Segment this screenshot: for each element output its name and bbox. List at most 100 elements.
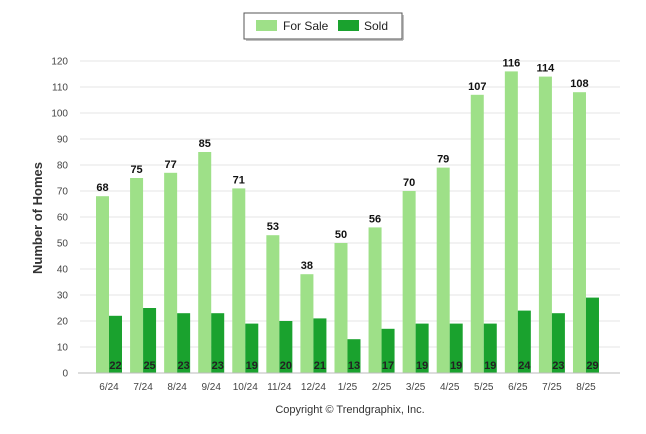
x-tick-label: 6/25 (508, 382, 528, 393)
bar-sold (517, 310, 531, 373)
data-label-for-sale: 68 (96, 182, 108, 194)
bar-for-sale (402, 191, 416, 373)
bar-sold (245, 323, 259, 373)
bar-sold (551, 313, 565, 373)
bar-for-sale (538, 76, 552, 373)
x-tick-label: 3/25 (406, 382, 426, 393)
bar-for-sale (164, 172, 178, 373)
data-label-sold: 24 (518, 360, 531, 372)
x-tick-label: 11/24 (267, 382, 292, 393)
data-label-for-sale: 108 (570, 78, 588, 90)
bar-sold (585, 297, 599, 373)
data-label-sold: 17 (382, 360, 394, 372)
x-axis-ticks: 6/24 7/24 8/24 9/24 10/24 11/24 12/24 1/25 2/25 3… (99, 382, 596, 393)
bar-sold (483, 323, 497, 373)
y-tick-label: 110 (52, 83, 68, 94)
data-label-sold: 19 (450, 360, 462, 372)
legend-swatch-sold (338, 20, 359, 31)
x-tick-label: 4/25 (440, 382, 460, 393)
bars (96, 71, 599, 374)
bar-for-sale (232, 188, 246, 373)
y-tick-label: 120 (51, 57, 68, 68)
x-tick-label: 7/25 (542, 382, 562, 393)
bar-sold (449, 323, 463, 373)
legend: For Sale Sold (243, 12, 404, 41)
bar-sold (347, 339, 361, 373)
bar-sold (143, 308, 157, 373)
x-tick-label: 12/24 (301, 382, 326, 393)
bar-for-sale (436, 167, 450, 373)
x-tick-label: 8/24 (167, 382, 187, 393)
data-label-for-sale: 77 (165, 159, 177, 171)
data-label-for-sale: 107 (468, 81, 486, 93)
data-label-sold: 21 (314, 360, 326, 372)
y-tick-label: 20 (57, 317, 69, 328)
bar-sold (415, 323, 429, 373)
y-tick-label: 80 (57, 161, 69, 172)
x-tick-label: 8/25 (576, 382, 596, 393)
bar-for-sale (130, 178, 144, 373)
bar-for-sale (504, 71, 518, 374)
y-tick-label: 40 (57, 265, 69, 276)
x-tick-label: 5/25 (474, 382, 494, 393)
y-axis-title: Number of Homes (30, 162, 45, 274)
y-tick-label: 0 (62, 369, 68, 380)
data-label-sold: 23 (178, 360, 190, 372)
data-label-sold: 19 (484, 360, 496, 372)
legend-label-for-sale: For Sale (283, 19, 329, 33)
data-label-sold: 23 (212, 360, 224, 372)
data-label-sold: 29 (586, 360, 598, 372)
legend-label-sold: Sold (364, 19, 388, 33)
x-tick-label: 10/24 (233, 382, 258, 393)
data-label-sold: 23 (552, 360, 564, 372)
y-tick-label: 60 (57, 213, 69, 224)
data-label-for-sale: 79 (437, 154, 449, 166)
bar-for-sale (266, 235, 280, 373)
y-tick-label: 10 (57, 343, 69, 354)
bar-for-sale (198, 152, 212, 373)
y-tick-label: 30 (57, 291, 69, 302)
x-tick-label: 1/25 (338, 382, 358, 393)
copyright-text: Copyright © Trendgraphix, Inc. (275, 404, 424, 416)
x-tick-label: 6/24 (99, 382, 119, 393)
data-label-sold: 13 (348, 360, 360, 372)
bar-sold (177, 313, 191, 373)
data-label-for-sale: 71 (233, 174, 245, 186)
bar-sold (313, 318, 327, 373)
data-label-sold: 25 (143, 360, 155, 372)
y-tick-label: 50 (57, 239, 69, 250)
data-label-for-sale: 38 (301, 260, 313, 272)
data-label-sold: 19 (416, 360, 428, 372)
y-tick-label: 90 (57, 135, 69, 146)
legend-box (243, 12, 403, 40)
x-tick-label: 7/24 (133, 382, 153, 393)
y-axis-ticks: 0 10 20 30 40 50 60 70 80 90 100 110 120 (51, 57, 68, 380)
data-label-for-sale: 85 (199, 138, 211, 150)
data-label-sold: 19 (246, 360, 258, 372)
data-label-for-sale: 53 (267, 221, 279, 233)
data-label-for-sale: 70 (403, 177, 415, 189)
bar-for-sale (470, 94, 484, 374)
x-tick-label: 2/25 (372, 382, 392, 393)
bar-for-sale (572, 92, 586, 373)
bar-sold (279, 321, 293, 373)
y-tick-label: 100 (51, 109, 68, 120)
data-label-for-sale: 114 (537, 63, 556, 75)
bar-sold (109, 315, 122, 373)
bar-for-sale (96, 196, 109, 373)
legend-swatch-for-sale (256, 20, 277, 31)
bar-sold (211, 313, 225, 373)
bar-sold (381, 328, 395, 373)
data-label-for-sale: 50 (335, 229, 347, 241)
data-label-for-sale: 56 (369, 213, 381, 225)
bar-for-sale (334, 243, 348, 373)
x-tick-label: 9/24 (201, 382, 221, 393)
bar-for-sale (368, 227, 382, 373)
bar-for-sale (300, 274, 314, 373)
data-label-sold: 20 (280, 360, 292, 372)
y-tick-label: 70 (57, 187, 69, 198)
data-label-for-sale: 75 (130, 164, 142, 176)
data-label-for-sale: 116 (502, 57, 520, 69)
data-labels: 68 22 75 25 77 23 85 23 71 19 53 20 38 21 50 13 56 17 70 19… (96, 57, 598, 372)
